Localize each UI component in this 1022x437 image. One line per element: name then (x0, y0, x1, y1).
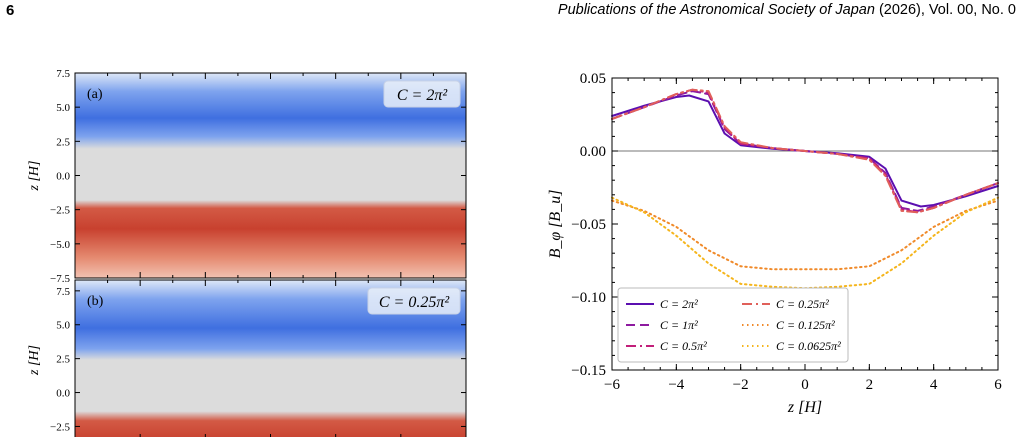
panel-a-ytick-label: 2.5 (56, 136, 70, 148)
journal-name: Publications of the Astronomical Society… (557, 2, 875, 18)
legend-label-5: C = 0.125π² (776, 318, 835, 332)
panel-a-tag: (a) (87, 87, 103, 102)
panel-b-ytick-label: 2.5 (56, 354, 70, 366)
y-axis-label: B_φ [B_u] (548, 190, 564, 259)
panel-b-ytick-label: 7.5 (56, 286, 70, 298)
x-tick-label: 0 (801, 377, 809, 393)
panel-a-label-box (383, 80, 461, 108)
panel-a-ytick-label: 7.5 (56, 68, 70, 80)
panel-a-ytick-label: −2.5 (50, 205, 70, 217)
line-chart: −6 −4 −2 0 2 4 6 0.05 0.00 −0.05 −0.10 −0.15 C = 2π²… (548, 71, 1002, 416)
series-line-5 (611, 199, 999, 271)
legend-label-4: C = 0.25π² (776, 297, 829, 311)
y-tick-label: 0.00 (580, 144, 606, 160)
panel-a: 7.5 5.0 2.5 0.0 −2.5 −5.0 −7.5 (a) C = 2π² z [H] (27, 68, 467, 285)
legend-label-2: C = 1π² (660, 318, 698, 332)
panel-a-ytick-label: 5.0 (56, 102, 70, 114)
series-line-6 (611, 196, 999, 290)
panel-b-ylabel: z [H] (27, 345, 42, 376)
panel-b: 7.5 5.0 2.5 0.0 −2.5 (b) C = 0.25π² z [H] (27, 279, 467, 437)
legend-box (617, 287, 849, 363)
x-tick-label: 4 (930, 377, 938, 393)
panel-b-ytick-label: 0.0 (56, 388, 70, 400)
x-tick-label: −4 (668, 377, 684, 393)
series-line-4 (611, 88, 999, 214)
x-tick-label: −6 (604, 377, 620, 393)
y-tick-label: −0.05 (571, 217, 606, 233)
y-tick-label: −0.15 (571, 363, 606, 379)
plot-frame (611, 77, 999, 371)
panel-a-ytick-label: −7.5 (50, 273, 70, 285)
panel-a-ylabel: z [H] (27, 161, 42, 192)
page-number: 6 (6, 2, 15, 19)
legend-label-3: C = 0.5π² (660, 339, 707, 353)
panel-b-label-box (367, 287, 461, 315)
panel-a-ytick-label: −5.0 (50, 239, 70, 251)
panel-b-label: C = 0.25π² (379, 294, 450, 311)
journal-header: Publications of the Astronomical Society… (558, 2, 1016, 18)
x-tick-label: −2 (733, 377, 749, 393)
panel-b-ytick-label: −2.5 (50, 421, 70, 433)
x-tick-label: 2 (866, 377, 874, 393)
panel-b-tag: (b) (87, 294, 104, 309)
x-tick-label: 6 (994, 377, 1002, 393)
x-axis-label: z [H] (787, 399, 822, 416)
legend-label-6: C = 0.0625π² (776, 339, 841, 353)
panel-a-label: C = 2π² (397, 87, 448, 104)
panel-a-ytick-label: 0.0 (56, 171, 70, 183)
y-tick-label: 0.05 (580, 71, 606, 87)
legend-label-1: C = 2π² (660, 297, 698, 311)
journal-volume: (2026), Vol. 00, No. 0 (874, 2, 1016, 18)
y-tick-label: −0.10 (571, 290, 606, 306)
panel-b-ytick-label: 5.0 (56, 320, 70, 332)
